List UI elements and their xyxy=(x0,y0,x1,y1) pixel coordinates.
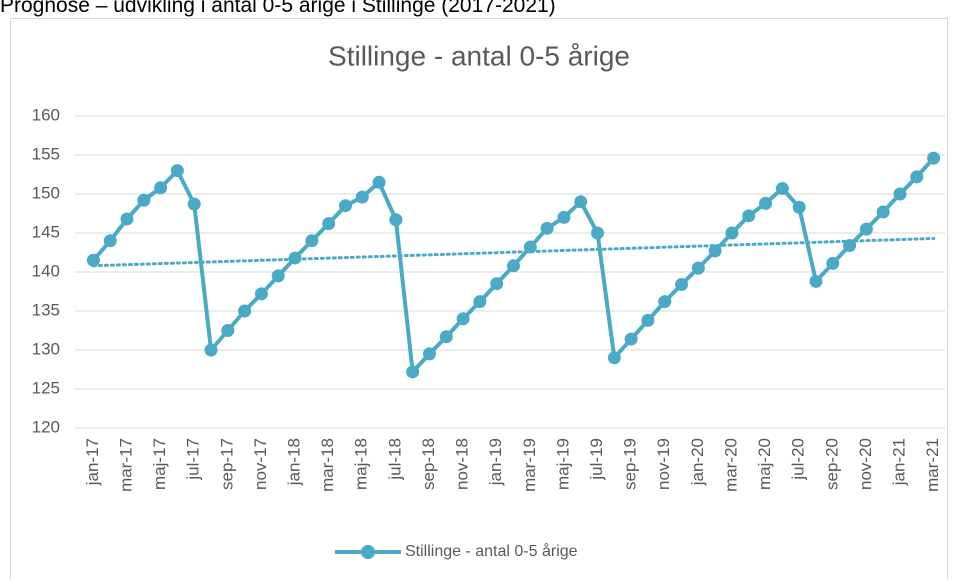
data-point xyxy=(876,205,890,219)
x-tick-label: sep-17 xyxy=(217,438,236,490)
legend-label: Stillinge - antal 0-5 årige xyxy=(405,542,578,560)
y-tick-label: 140 xyxy=(32,261,60,280)
data-point xyxy=(624,332,638,346)
y-tick-label: 155 xyxy=(32,144,60,163)
data-point xyxy=(927,151,941,165)
x-tick-label: mar-20 xyxy=(721,438,740,492)
data-point xyxy=(910,170,924,184)
x-tick-label: jan-19 xyxy=(486,438,505,486)
data-point xyxy=(137,193,151,207)
data-point xyxy=(725,226,739,240)
data-point xyxy=(322,217,336,231)
data-point xyxy=(843,238,857,252)
data-point xyxy=(187,197,201,211)
data-point xyxy=(507,259,520,273)
y-tick-label: 120 xyxy=(32,417,60,436)
data-point xyxy=(809,274,823,288)
trendline xyxy=(91,236,936,268)
x-tick-label: mar-18 xyxy=(318,438,337,492)
data-point xyxy=(775,182,789,196)
data-point xyxy=(641,313,655,327)
data-point xyxy=(204,343,218,357)
x-tick-label: mar-19 xyxy=(520,438,539,492)
x-tick-label: sep-19 xyxy=(621,438,640,490)
x-tick-label: jan-18 xyxy=(285,438,304,486)
data-point xyxy=(154,181,168,195)
data-point xyxy=(271,269,285,283)
data-point xyxy=(86,253,100,267)
y-tick-label: 145 xyxy=(32,222,60,241)
data-point xyxy=(490,277,504,291)
page-heading: Prognose – udvikling i antal 0-5 årige i… xyxy=(0,0,556,17)
data-point xyxy=(372,175,386,189)
data-point xyxy=(120,212,134,226)
data-point xyxy=(254,287,268,301)
data-point xyxy=(826,256,840,270)
x-tick-label: maj-17 xyxy=(150,438,169,490)
data-point xyxy=(456,312,470,326)
data-point xyxy=(591,226,605,240)
x-tick-label: jan-21 xyxy=(889,438,908,486)
data-point xyxy=(759,196,773,210)
y-tick-label: 160 xyxy=(32,105,60,124)
data-point xyxy=(355,190,369,204)
x-tick-label: nov-20 xyxy=(856,438,875,490)
x-tick-label: jan-17 xyxy=(83,438,102,486)
x-tick-label: jul-18 xyxy=(385,438,404,481)
x-tick-label: nov-19 xyxy=(654,438,673,490)
x-tick-label: mar-17 xyxy=(116,438,135,492)
data-point xyxy=(170,164,184,178)
x-tick-label: jul-19 xyxy=(587,438,606,481)
data-point xyxy=(238,304,252,318)
chart-title: Stillinge - antal 0-5 årige xyxy=(328,40,630,71)
data-point xyxy=(338,199,352,213)
data-point xyxy=(422,347,436,361)
data-point xyxy=(557,210,571,224)
data-point xyxy=(439,330,453,344)
data-point xyxy=(540,221,554,235)
x-tick-label: sep-20 xyxy=(822,438,841,490)
x-tick-label: nov-18 xyxy=(453,438,472,490)
data-point xyxy=(859,222,873,236)
x-tick-label: maj-19 xyxy=(553,438,572,490)
data-point xyxy=(658,295,672,309)
data-point xyxy=(389,213,403,227)
y-tick-label: 150 xyxy=(32,183,60,202)
y-tick-label: 125 xyxy=(32,378,60,397)
x-tick-label: nov-17 xyxy=(251,438,270,490)
data-point xyxy=(406,365,420,379)
y-tick-label: 130 xyxy=(32,339,60,358)
x-tick-label: sep-18 xyxy=(419,438,438,490)
data-point xyxy=(792,200,806,214)
x-tick-label: jul-20 xyxy=(789,438,808,481)
x-tick-label: maj-18 xyxy=(352,438,371,490)
data-point xyxy=(473,295,487,309)
data-point xyxy=(221,324,235,337)
data-point xyxy=(103,234,117,248)
legend-marker xyxy=(361,545,375,559)
data-point xyxy=(742,209,756,223)
data-point xyxy=(691,261,705,275)
data-point xyxy=(708,244,722,258)
data-point xyxy=(305,234,319,248)
data-point xyxy=(288,251,302,265)
x-tick-label: maj-20 xyxy=(755,438,774,490)
x-tick-label: jan-20 xyxy=(688,438,707,486)
y-tick-label: 135 xyxy=(32,300,60,319)
x-tick-label: mar-21 xyxy=(923,438,942,492)
data-point xyxy=(574,195,588,209)
data-point xyxy=(523,240,537,254)
data-point xyxy=(607,351,621,365)
x-tick-label: jul-17 xyxy=(184,438,203,481)
data-point xyxy=(893,187,907,201)
data-point xyxy=(675,277,689,291)
